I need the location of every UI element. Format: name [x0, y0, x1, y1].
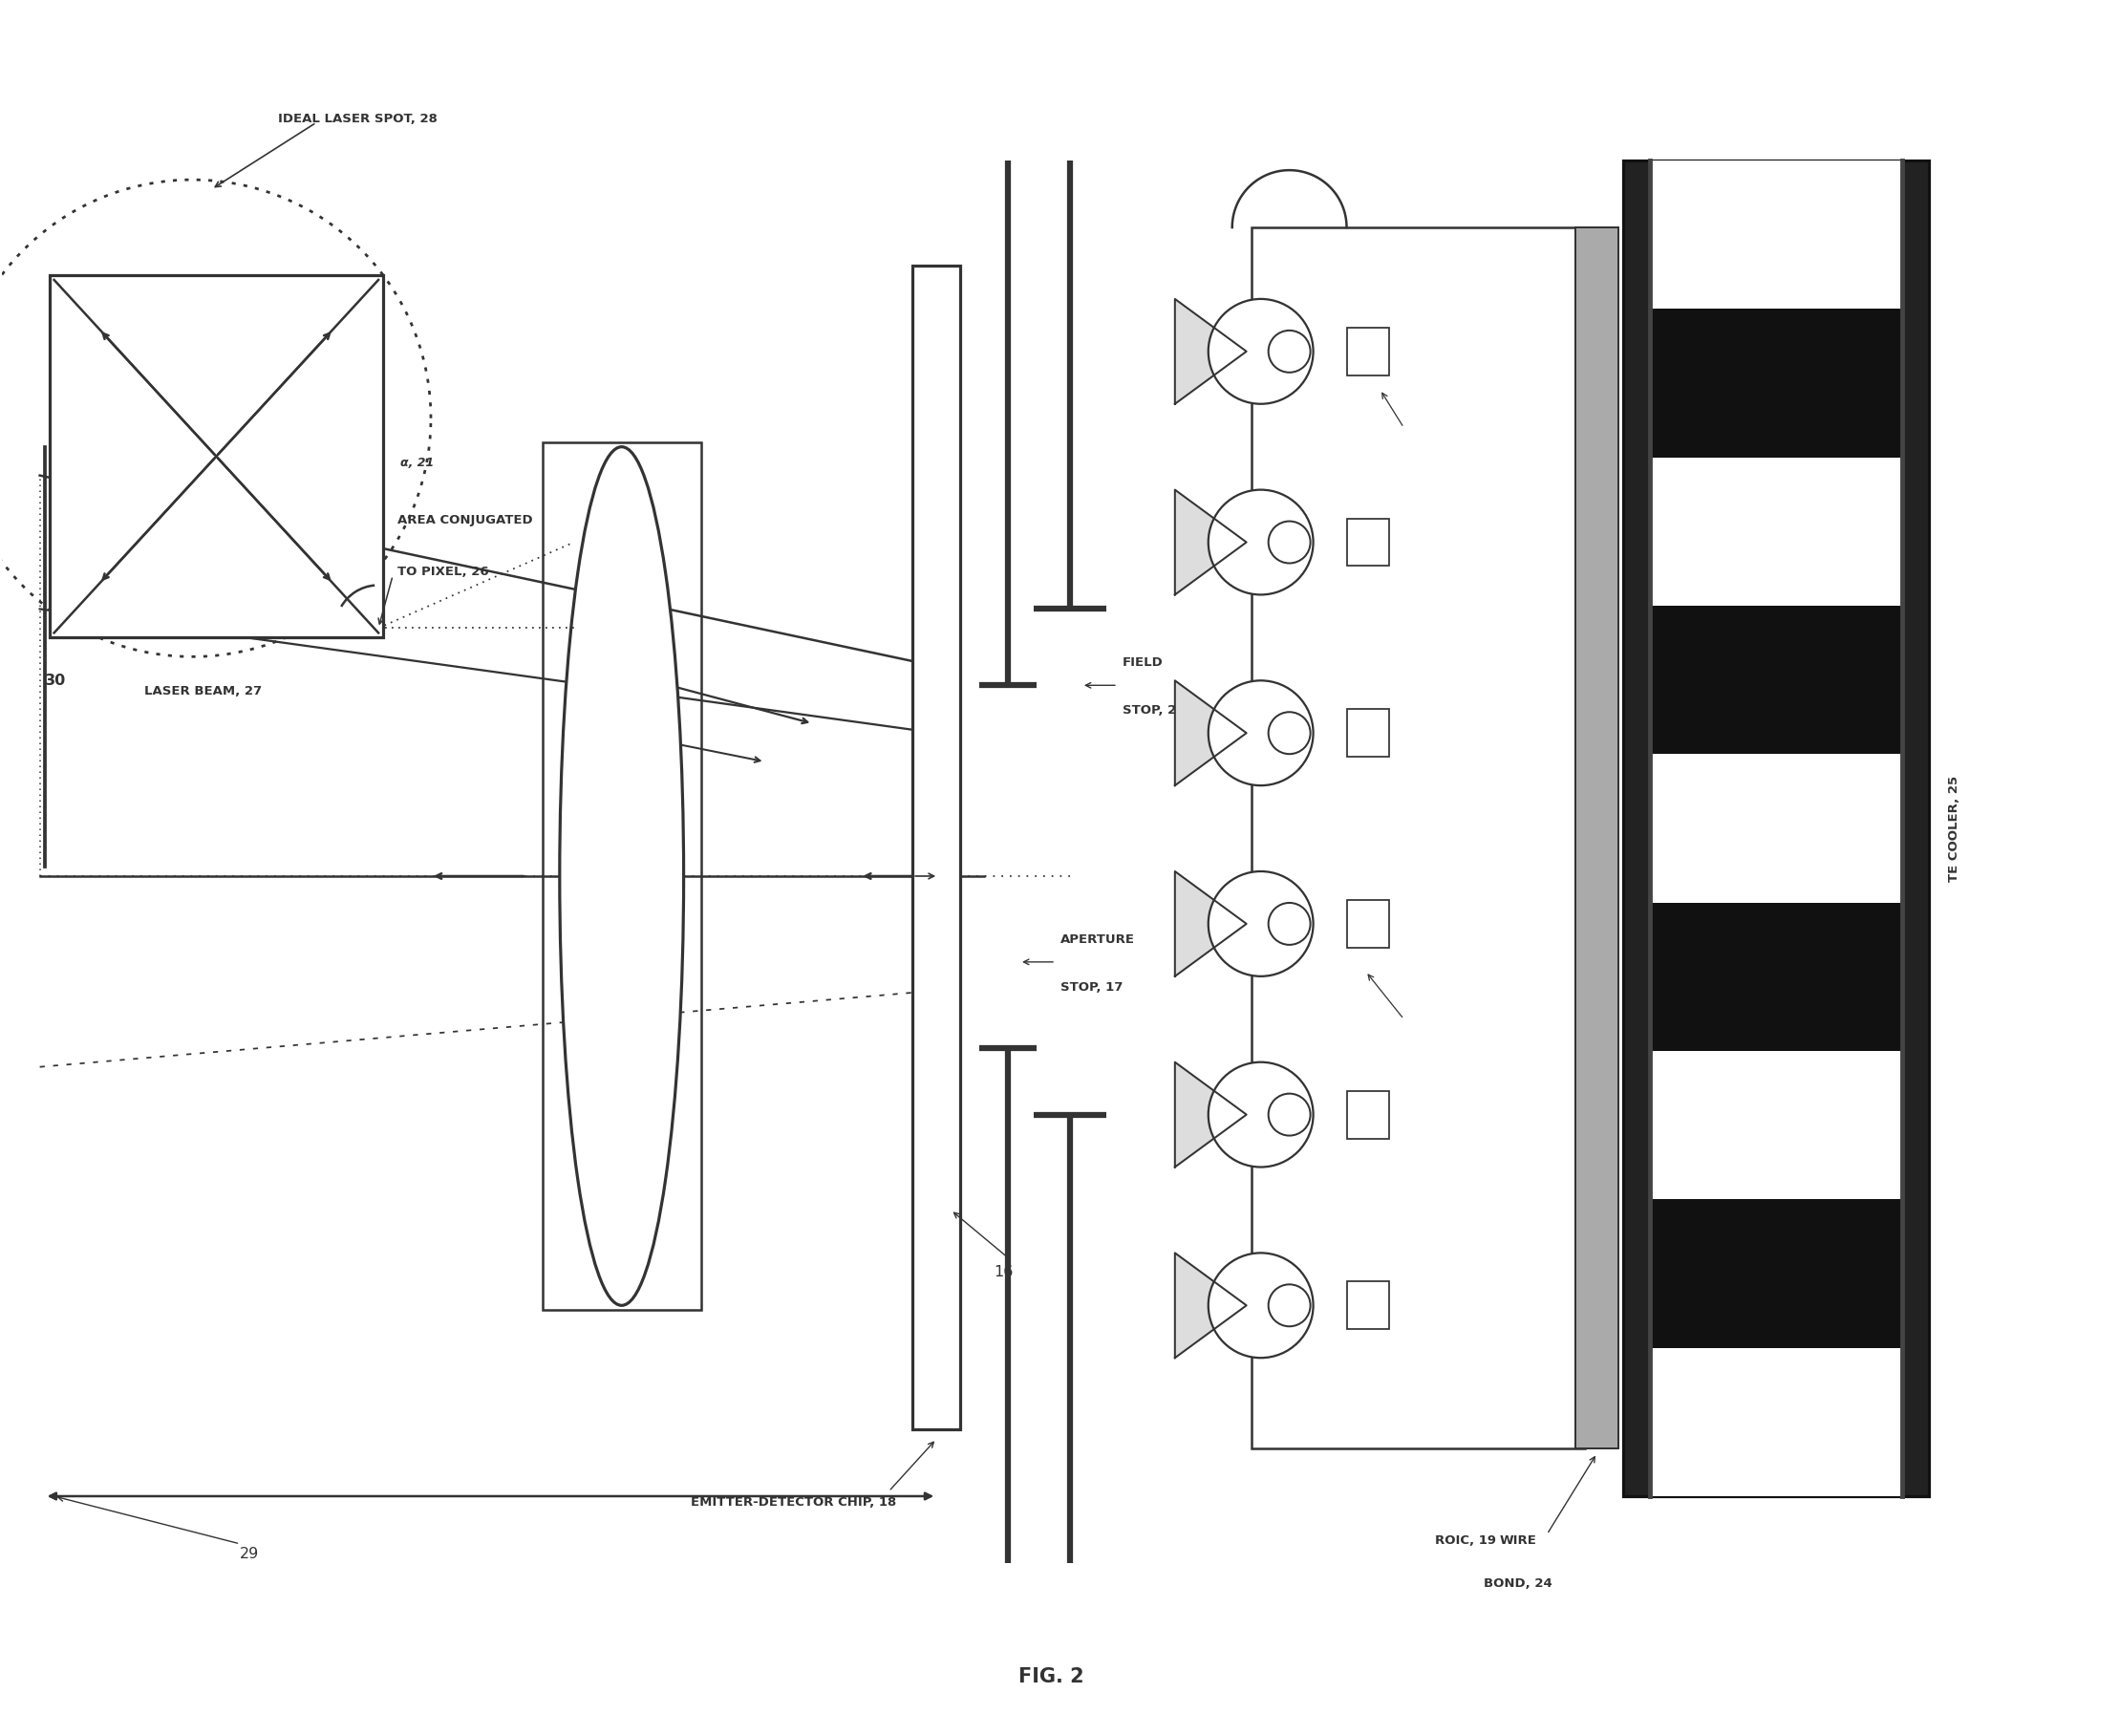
- Polygon shape: [1174, 299, 1246, 404]
- Text: 16: 16: [994, 1266, 1013, 1279]
- Bar: [1348, 519, 1390, 566]
- Bar: [1651, 1050, 1901, 1200]
- Circle shape: [1208, 871, 1314, 976]
- Bar: [1348, 710, 1390, 757]
- Text: STOP, 17: STOP, 17: [1060, 981, 1123, 993]
- Text: AREA CONJUGATED: AREA CONJUGATED: [398, 514, 532, 526]
- Text: TE COOLER, 25: TE COOLER, 25: [1947, 776, 1960, 882]
- Bar: [1348, 899, 1390, 948]
- Bar: [1250, 227, 1585, 1448]
- Text: TO PIXEL, 26: TO PIXEL, 26: [398, 566, 489, 578]
- Text: LASER BEAM, 27: LASER BEAM, 27: [144, 686, 263, 698]
- Polygon shape: [1174, 490, 1246, 595]
- Polygon shape: [1174, 681, 1246, 785]
- Bar: [1623, 161, 1928, 1496]
- Bar: [542, 443, 701, 1311]
- Text: IDEAL LASER SPOT, 28: IDEAL LASER SPOT, 28: [278, 113, 439, 125]
- Text: FIELD: FIELD: [1123, 656, 1163, 668]
- Circle shape: [1208, 490, 1314, 595]
- Bar: [1651, 753, 1901, 903]
- Bar: [913, 266, 960, 1429]
- Ellipse shape: [559, 446, 684, 1305]
- Text: WIRE: WIRE: [1500, 1535, 1536, 1547]
- Text: 22: 22: [1399, 1026, 1418, 1042]
- Circle shape: [1208, 681, 1314, 785]
- Bar: [1348, 1281, 1390, 1330]
- Circle shape: [1208, 1253, 1314, 1358]
- Text: ROIC, 19: ROIC, 19: [1435, 1535, 1496, 1547]
- Bar: [1651, 309, 1901, 457]
- Polygon shape: [1174, 1062, 1246, 1167]
- Text: 15: 15: [593, 1054, 615, 1071]
- Bar: [1348, 1090, 1390, 1139]
- Bar: [1651, 161, 1901, 309]
- Text: BOND, 24: BOND, 24: [1483, 1578, 1553, 1590]
- Text: FIG. 2: FIG. 2: [1017, 1667, 1083, 1686]
- Text: 29: 29: [239, 1547, 259, 1561]
- Text: α, 21: α, 21: [400, 457, 434, 469]
- Text: 30: 30: [44, 674, 66, 687]
- Text: EMITTER-DETECTOR CHIP, 18: EMITTER-DETECTOR CHIP, 18: [691, 1496, 896, 1509]
- Bar: [1651, 457, 1901, 606]
- Bar: [1651, 903, 1901, 1050]
- Bar: [1651, 1347, 1901, 1496]
- Polygon shape: [1174, 1253, 1246, 1358]
- Text: APERTURE: APERTURE: [1060, 934, 1136, 946]
- Bar: [1651, 1200, 1901, 1347]
- Text: 23: 23: [1399, 436, 1418, 450]
- Circle shape: [1208, 1062, 1314, 1167]
- Bar: [1348, 328, 1390, 375]
- Bar: [1577, 227, 1619, 1448]
- Circle shape: [1208, 299, 1314, 404]
- Bar: [49, 274, 384, 637]
- Polygon shape: [1174, 871, 1246, 976]
- Text: STOP, 20: STOP, 20: [1123, 705, 1185, 717]
- Bar: [1651, 606, 1901, 753]
